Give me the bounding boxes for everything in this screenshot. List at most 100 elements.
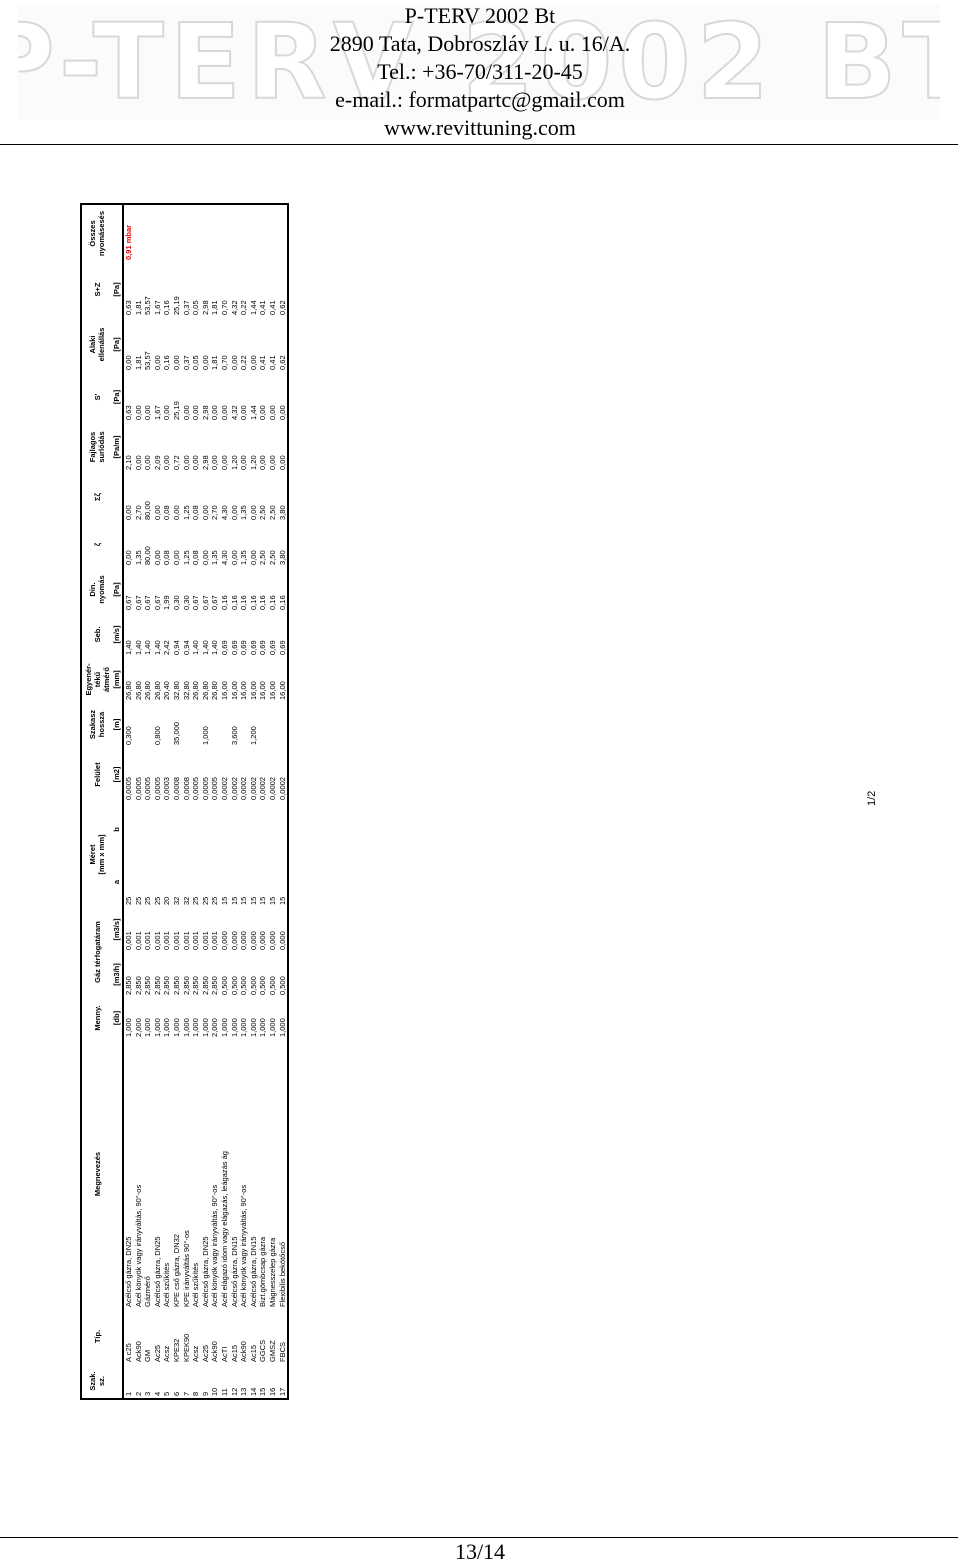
table-cell: Ac25 bbox=[152, 1344, 162, 1362]
table-cell bbox=[210, 204, 220, 262]
table-cell: 80,00 bbox=[143, 501, 153, 520]
table-cell: 2,09 bbox=[152, 455, 162, 470]
table-cell: 53,57 bbox=[143, 296, 153, 315]
table-cell: 0,000 bbox=[219, 931, 229, 950]
table-cell: 13 bbox=[239, 1387, 249, 1396]
table-cell: 1,81 bbox=[210, 355, 220, 370]
table-cell: Acélcső gázra, DN15 bbox=[248, 1236, 258, 1307]
table-cell: 25 bbox=[124, 896, 133, 905]
table-cell: 2,850 bbox=[133, 976, 143, 995]
table-cell: 16 bbox=[267, 1387, 277, 1396]
table-cell: Ac15 bbox=[248, 1344, 258, 1362]
table-cell: 0,0003 bbox=[162, 777, 172, 800]
table-cell: 15 bbox=[267, 896, 277, 905]
table-cell: 0,00 bbox=[248, 355, 258, 370]
table-cell: Acél szűkítés bbox=[162, 1262, 172, 1307]
table-cell: 26,80 bbox=[124, 681, 133, 700]
table-cell: 0,67 bbox=[200, 595, 210, 610]
table-cell: 20,40 bbox=[162, 681, 172, 700]
table-cell: 0,00 bbox=[248, 550, 258, 565]
table-cell: 15 bbox=[239, 896, 249, 905]
table-cell: 2,98 bbox=[200, 300, 210, 315]
table-cell: 0,22 bbox=[239, 300, 249, 315]
table-cell: 0,001 bbox=[124, 931, 133, 950]
table-cell: 0,16 bbox=[162, 300, 172, 315]
table-cell: 25 bbox=[200, 896, 210, 905]
table-cell: 0,0002 bbox=[248, 777, 258, 800]
table-cell: 0,0002 bbox=[267, 777, 277, 800]
table-cell bbox=[162, 702, 172, 747]
table-cell: 25 bbox=[152, 896, 162, 905]
column-unit: [m] bbox=[112, 701, 123, 747]
table-cell: 15 bbox=[229, 896, 239, 905]
table-cell bbox=[249, 802, 259, 857]
table-cell: 1,35 bbox=[239, 550, 249, 565]
table-cell: 0,001 bbox=[133, 931, 143, 950]
table-cell: 0,00 bbox=[191, 405, 201, 420]
table-cell: 0,000 bbox=[248, 931, 258, 950]
table-cell: 16,00 bbox=[258, 681, 268, 700]
column-header: Megnevezés bbox=[92, 1151, 102, 1197]
table-cell: 0,00 bbox=[124, 355, 133, 370]
table-cell: 0,70 bbox=[219, 355, 229, 370]
company-name: P-TERV 2002 Bt bbox=[404, 3, 556, 28]
table-cell: 16,00 bbox=[239, 681, 249, 700]
table-cell: 0,05 bbox=[191, 300, 201, 315]
table-cell: 8 bbox=[191, 1391, 201, 1396]
table-cell: 2,10 bbox=[124, 455, 133, 470]
table-cell: 0,69 bbox=[229, 640, 239, 655]
table-cell: 1,000 bbox=[162, 1018, 172, 1037]
table-cell: 14 bbox=[248, 1387, 258, 1396]
column-header: Fajlagos surlódás bbox=[88, 431, 106, 463]
table-cell: 0,00 bbox=[229, 505, 239, 520]
table-cell: 2,850 bbox=[162, 976, 172, 995]
column-unit: [m2] bbox=[112, 746, 123, 802]
table-cell: 4,32 bbox=[229, 405, 239, 420]
column-unit bbox=[112, 1364, 123, 1399]
table-cell: A c25 bbox=[124, 1343, 133, 1362]
table-cell: 4 bbox=[152, 1391, 162, 1396]
table-cell: 12 bbox=[229, 1387, 239, 1396]
table-cell: 0,69 bbox=[258, 640, 268, 655]
table-cell bbox=[258, 702, 268, 747]
table-cell: 0,08 bbox=[191, 505, 201, 520]
table-cell: 0,00 bbox=[277, 455, 287, 470]
table-cell: 2,50 bbox=[258, 505, 268, 520]
table-cell: 0,500 bbox=[277, 976, 287, 995]
table-cell bbox=[191, 802, 201, 857]
table-cell bbox=[239, 702, 249, 747]
table-cell bbox=[191, 702, 201, 747]
column-header: Méret [mm x mm] bbox=[88, 834, 106, 875]
table-cell bbox=[134, 802, 144, 857]
table-cell: 1,200 bbox=[248, 726, 258, 745]
table-cell: 0,69 bbox=[219, 640, 229, 655]
table-cell: 16,00 bbox=[219, 681, 229, 700]
table-row: 5 Acsz Acél szűkítés 1,000 2,850 0,001 20 0,000… bbox=[162, 204, 172, 1399]
table-cell: 0,16 bbox=[229, 595, 239, 610]
table-cell bbox=[220, 802, 230, 857]
table-cell: 2,42 bbox=[162, 640, 172, 655]
company-info: P-TERV 2002 Bt 2890 Tata, Dobroszláv L. … bbox=[0, 2, 960, 142]
table-cell: 0,00 bbox=[248, 505, 258, 520]
table-cell: 7 bbox=[181, 1391, 191, 1396]
table-cell: 1,40 bbox=[152, 640, 162, 655]
table-cell: 0,00 bbox=[152, 505, 162, 520]
table-cell: 1,40 bbox=[124, 640, 133, 655]
table-cell: 53,57 bbox=[143, 351, 153, 370]
table-cell: 0,00 bbox=[200, 550, 210, 565]
table-cell: 0,001 bbox=[143, 931, 153, 950]
table-cell: 0,41 bbox=[258, 300, 268, 315]
table-cell bbox=[143, 802, 153, 857]
table-cell: 0,000 bbox=[239, 931, 249, 950]
table-cell: 1,000 bbox=[267, 1018, 277, 1037]
table-cell: 0,63 bbox=[124, 405, 133, 420]
table-cell: 0,001 bbox=[210, 931, 220, 950]
table-cell bbox=[162, 204, 172, 262]
table-cell: 0,0002 bbox=[258, 777, 268, 800]
table-cell: 1,81 bbox=[210, 300, 220, 315]
table-cell: 15 bbox=[258, 896, 268, 905]
table-cell: 0,500 bbox=[248, 976, 258, 995]
table-cell: 1,40 bbox=[210, 640, 220, 655]
table-cell: Acélcső gázra, DN25 bbox=[152, 1236, 162, 1307]
